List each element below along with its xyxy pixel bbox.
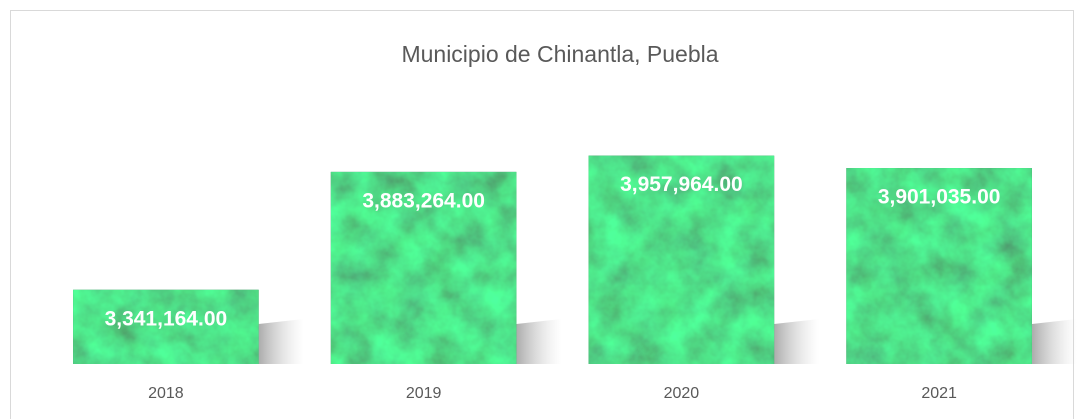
x-tick-label: 2018: [148, 385, 184, 402]
data-label: 3,341,164.00: [105, 307, 228, 330]
bar: [846, 168, 1032, 364]
x-tick-label: 2019: [406, 385, 442, 402]
chart-title: Municipio de Chinantla, Puebla: [401, 41, 718, 67]
bar: [73, 289, 259, 364]
bar-shadow: [774, 319, 820, 364]
data-label: 3,957,964.00: [620, 173, 743, 196]
data-label: 3,901,035.00: [878, 186, 1001, 209]
data-label: 3,883,264.00: [362, 189, 485, 212]
bar-shadow: [516, 319, 562, 364]
bar: [330, 171, 517, 364]
bar-shadow: [258, 319, 304, 364]
bar-shadow: [1031, 319, 1077, 364]
x-tick-label: 2021: [921, 385, 957, 402]
bar: [588, 155, 775, 364]
x-tick-label: 2020: [664, 385, 700, 402]
